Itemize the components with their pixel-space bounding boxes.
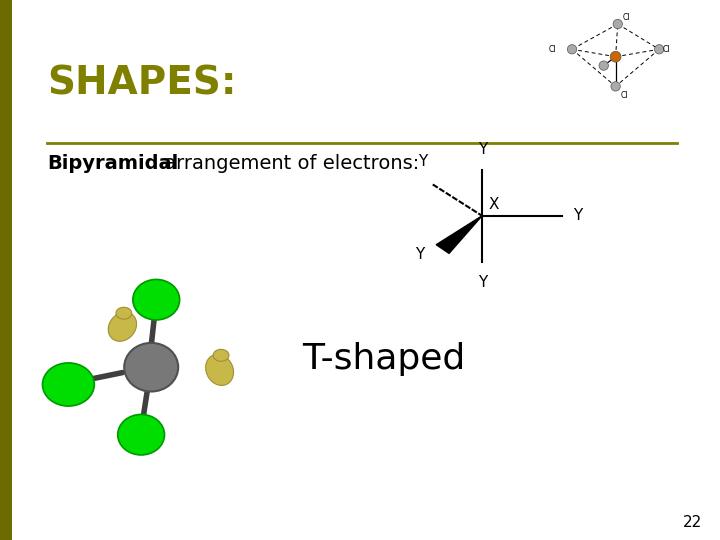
Text: Cl: Cl: [623, 14, 630, 22]
Text: Y: Y: [573, 208, 582, 224]
Text: T-shaped: T-shaped: [302, 342, 466, 376]
Ellipse shape: [117, 415, 164, 455]
Text: Y: Y: [478, 275, 487, 291]
Ellipse shape: [124, 343, 179, 391]
Text: Cl: Cl: [662, 45, 670, 54]
Ellipse shape: [213, 349, 229, 361]
Polygon shape: [436, 216, 482, 253]
Text: Bipyramidal: Bipyramidal: [47, 154, 178, 173]
Text: X: X: [488, 197, 499, 212]
Ellipse shape: [133, 280, 180, 320]
Ellipse shape: [206, 354, 233, 386]
Text: SHAPES:: SHAPES:: [47, 65, 236, 103]
Text: Cl: Cl: [549, 45, 556, 54]
Text: Y: Y: [415, 247, 425, 262]
Ellipse shape: [567, 45, 577, 54]
Text: Y: Y: [478, 141, 487, 157]
Bar: [0, 0, 12, 540]
Text: Cl: Cl: [621, 91, 628, 100]
Ellipse shape: [611, 82, 621, 91]
Ellipse shape: [116, 307, 132, 319]
Ellipse shape: [654, 45, 664, 54]
Text: arrangement of electrons:: arrangement of electrons:: [158, 154, 420, 173]
Ellipse shape: [108, 312, 137, 341]
Text: Y: Y: [418, 154, 428, 170]
Ellipse shape: [599, 61, 608, 70]
Text: 22: 22: [683, 515, 702, 530]
Ellipse shape: [613, 19, 622, 29]
Ellipse shape: [42, 363, 94, 406]
Ellipse shape: [611, 51, 621, 62]
